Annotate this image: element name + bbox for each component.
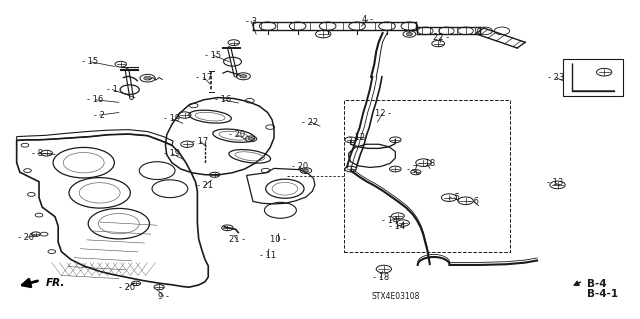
Text: 4 -: 4 - xyxy=(362,15,373,24)
Text: - 19: - 19 xyxy=(164,114,180,123)
Text: - 11: - 11 xyxy=(260,251,276,260)
Text: STX4E03108: STX4E03108 xyxy=(371,292,420,301)
Text: - 18: - 18 xyxy=(419,159,435,168)
Text: - 23: - 23 xyxy=(548,73,564,82)
Text: 21 -: 21 - xyxy=(229,235,245,244)
Text: - 20: - 20 xyxy=(229,130,245,139)
Text: - 16: - 16 xyxy=(87,95,103,104)
Text: - 3: - 3 xyxy=(246,17,257,26)
Text: - 8: - 8 xyxy=(32,149,44,158)
Text: - 17: - 17 xyxy=(192,137,208,145)
Text: - 2: - 2 xyxy=(94,111,105,120)
Text: - 20: - 20 xyxy=(119,283,135,292)
Text: - 20: - 20 xyxy=(18,233,35,242)
Text: 22 -: 22 - xyxy=(433,33,449,42)
Text: - 17: - 17 xyxy=(196,73,212,82)
Circle shape xyxy=(144,76,152,80)
Text: - 20: - 20 xyxy=(291,162,308,171)
Text: - 22: - 22 xyxy=(302,117,319,127)
Text: - 16: - 16 xyxy=(215,95,231,104)
Text: - 7: - 7 xyxy=(407,165,418,174)
Circle shape xyxy=(406,33,413,36)
Text: - 13: - 13 xyxy=(547,178,563,187)
Text: B-4: B-4 xyxy=(587,279,607,289)
Text: - 18: - 18 xyxy=(372,273,388,282)
Bar xyxy=(344,100,510,252)
Text: - 12: - 12 xyxy=(349,133,365,142)
Circle shape xyxy=(303,169,309,172)
Text: - 15: - 15 xyxy=(205,51,221,60)
Circle shape xyxy=(248,137,254,140)
Circle shape xyxy=(240,75,247,78)
Text: 10 -: 10 - xyxy=(271,235,287,244)
Text: - 19: - 19 xyxy=(164,149,180,158)
Bar xyxy=(563,59,623,96)
Text: FR.: FR. xyxy=(45,278,65,288)
Text: - 5: - 5 xyxy=(449,193,460,202)
Text: - 14: - 14 xyxy=(382,216,398,225)
Text: - 15: - 15 xyxy=(82,57,98,66)
Text: - 14: - 14 xyxy=(388,222,404,231)
Text: - 1: - 1 xyxy=(107,85,118,94)
Text: - 6: - 6 xyxy=(468,197,479,206)
Text: 9 -: 9 - xyxy=(158,292,169,300)
Text: 12 -: 12 - xyxy=(374,109,390,118)
Text: - 21: - 21 xyxy=(197,181,213,190)
Text: B-4-1: B-4-1 xyxy=(587,289,618,300)
